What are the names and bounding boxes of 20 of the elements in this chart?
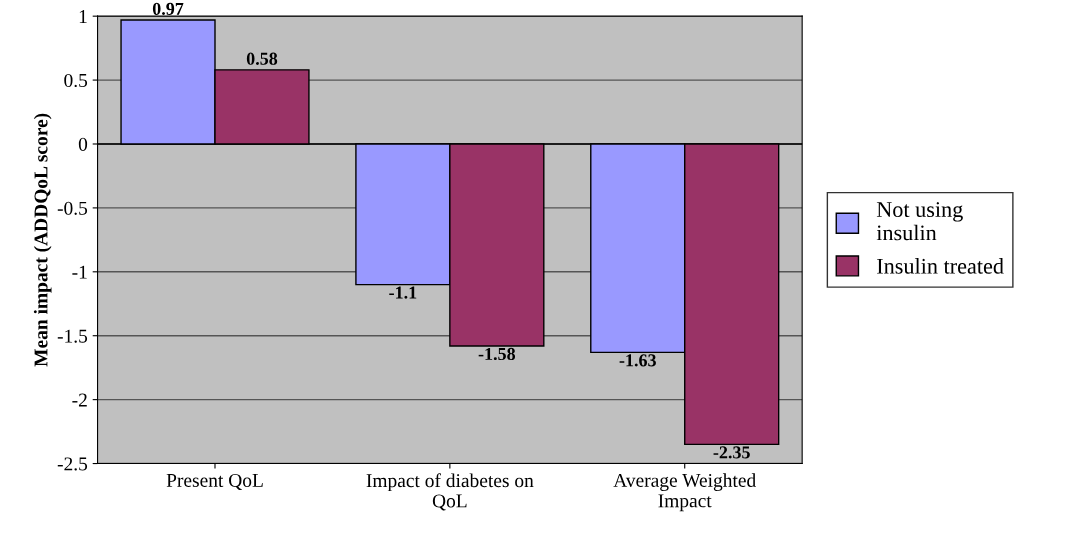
- y-tick-label: 0: [78, 137, 88, 151]
- data-label: -1.1: [389, 286, 417, 299]
- data-label: 0.97: [152, 2, 184, 16]
- legend-label: Not using insulin: [876, 202, 963, 241]
- legend-label: Insulin treated: [877, 258, 1004, 274]
- y-tick-label: -1.5: [57, 329, 88, 343]
- y-tick-label: 1: [79, 10, 87, 23]
- x-tick-label: Present QoL: [166, 473, 263, 490]
- y-axis-title: Mean impact (ADDQoL score): [33, 113, 52, 367]
- y-tick-label: -2.5: [57, 457, 88, 471]
- y-tick-label: -2: [72, 393, 87, 407]
- data-label: -2.35: [713, 446, 750, 459]
- data-label: -1.63: [619, 354, 656, 367]
- data-label: -1.58: [478, 347, 516, 361]
- y-tick-label: -1: [72, 265, 87, 279]
- x-tick-label: Impact of diabetes on QoL: [366, 473, 534, 511]
- data-label: 0.58: [246, 52, 278, 65]
- y-tick-label: -0.5: [57, 201, 88, 215]
- y-tick-label: 0.5: [64, 73, 88, 88]
- x-tick-label: Average Weighted Impact: [613, 473, 756, 512]
